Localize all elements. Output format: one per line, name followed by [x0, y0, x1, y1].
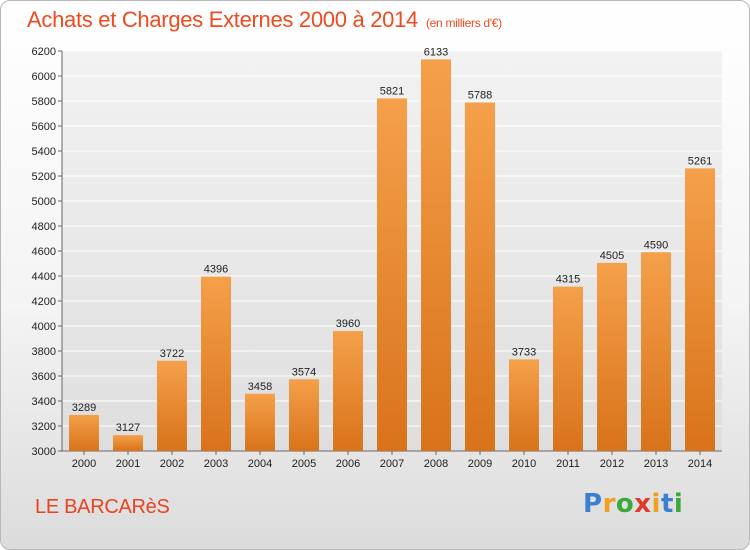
bar [553, 286, 583, 451]
y-tick-label: 4200 [32, 296, 56, 308]
data-label: 3574 [292, 366, 316, 378]
data-label: 3722 [160, 348, 184, 360]
bar [69, 414, 99, 451]
y-tick-label: 4000 [32, 321, 56, 333]
x-tick-label: 2005 [292, 458, 316, 470]
bar [113, 435, 143, 451]
logo-letter: x [634, 489, 652, 519]
x-axis-labels: 2000 2001 2002 2003 2004 2005 2006 2007 2008 2009… [72, 458, 712, 470]
logo-letter: r [602, 489, 616, 519]
y-tick-label: 3200 [32, 421, 56, 433]
y-tick-label: 6200 [32, 46, 56, 58]
chart-title: Achats et Charges Externes 2000 à 2014 (e… [27, 7, 502, 33]
data-label: 3289 [72, 402, 96, 414]
data-label: 4505 [600, 250, 624, 262]
data-label: 3733 [512, 346, 536, 358]
bar [421, 59, 451, 451]
bar [157, 360, 187, 451]
chart-title-text: Achats et Charges Externes 2000 à 2014 [27, 7, 418, 32]
data-label: 4590 [644, 239, 668, 251]
bar [289, 379, 319, 451]
x-tick-label: 2000 [72, 458, 96, 470]
y-tick-label: 5600 [32, 121, 56, 133]
bars [69, 59, 715, 451]
y-tick-label: 3600 [32, 371, 56, 383]
bar [685, 168, 715, 451]
x-tick-label: 2006 [336, 458, 360, 470]
place-name: LE BARCARèS [35, 496, 170, 518]
logo-letter: t [660, 489, 674, 519]
x-tick-label: 2004 [248, 458, 272, 470]
y-tick-label: 5200 [32, 171, 56, 183]
x-tick-label: 2011 [556, 458, 580, 470]
data-label: 5821 [380, 85, 404, 97]
data-labels: 3289 3127 3722 4396 3458 3574 3960 5821 6133 5788… [72, 46, 712, 434]
y-axis-labels: 3000 3200 3400 3600 3800 4000 4200 4400 4600 4800… [32, 46, 56, 458]
data-label: 4315 [556, 274, 580, 286]
logo-letter: P [583, 489, 603, 519]
x-tick-label: 2012 [600, 458, 624, 470]
logo-letter: i [673, 489, 684, 519]
x-tick-label: 2013 [644, 458, 668, 470]
x-tick-label: 2009 [468, 458, 492, 470]
bar [377, 98, 407, 451]
y-tick-label: 5000 [32, 196, 56, 208]
y-tick-label: 4800 [32, 221, 56, 233]
bar [465, 102, 495, 451]
bar [597, 262, 627, 451]
data-label: 3458 [248, 381, 272, 393]
x-tick-label: 2002 [160, 458, 184, 470]
x-tick-label: 2001 [116, 458, 140, 470]
y-tick-label: 4400 [32, 271, 56, 283]
data-label: 4396 [204, 264, 228, 276]
data-label: 6133 [424, 46, 448, 58]
bar [509, 359, 539, 451]
bar [245, 393, 275, 451]
data-label: 3960 [336, 318, 360, 330]
data-label: 3127 [116, 422, 140, 434]
x-tick-label: 2014 [688, 458, 712, 470]
data-label: 5788 [468, 90, 492, 102]
y-tick-label: 4600 [32, 246, 56, 258]
logo-letter: o [615, 489, 635, 519]
bar [333, 331, 363, 451]
logo-letter: i [651, 489, 661, 519]
proxiti-logo: Proxiti [583, 489, 683, 519]
bar [201, 276, 231, 451]
y-tick-label: 3400 [32, 396, 56, 408]
bar [641, 252, 671, 451]
x-tick-label: 2008 [424, 458, 448, 470]
data-label: 5261 [688, 155, 712, 167]
x-tick-label: 2010 [512, 458, 536, 470]
y-tick-label: 3800 [32, 346, 56, 358]
x-tick-label: 2003 [204, 458, 228, 470]
y-tick-label: 5400 [32, 146, 56, 158]
chart-subtitle: (en milliers d'€) [425, 16, 502, 30]
y-tick-label: 3000 [32, 446, 56, 458]
x-tick-label: 2007 [380, 458, 404, 470]
y-tick-label: 5800 [32, 96, 56, 108]
y-tick-label: 6000 [32, 71, 56, 83]
